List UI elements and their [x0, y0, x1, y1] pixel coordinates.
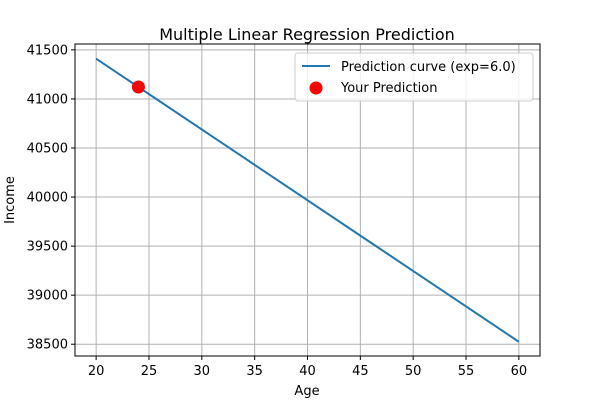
plot-area [95, 57, 520, 343]
prediction-point [131, 80, 145, 94]
y-axis-label: Income [3, 176, 18, 224]
x-tick-label: 20 [88, 364, 105, 379]
x-axis-label: Age [294, 384, 319, 399]
y-tick-label: 40000 [27, 191, 68, 206]
y-tick-label: 39000 [27, 289, 68, 304]
x-tick-label: 35 [246, 364, 263, 379]
legend-swatch-your-prediction [309, 81, 323, 95]
y-tick-label: 41000 [27, 92, 68, 107]
legend-box [294, 52, 534, 102]
y-tick-label: 40500 [27, 142, 68, 157]
x-tick-label: 25 [141, 364, 158, 379]
x-tick-label: 30 [194, 364, 211, 379]
x-axis: 20 25 30 35 40 45 50 55 60 [88, 356, 527, 379]
legend-label-prediction-curve: Prediction curve (exp=6.0) [341, 60, 516, 75]
x-tick-label: 45 [352, 364, 369, 379]
x-tick-label: 50 [405, 364, 422, 379]
y-tick-label: 38500 [27, 338, 68, 353]
x-tick-label: 60 [511, 364, 528, 379]
y-tick-label: 39500 [27, 240, 68, 255]
y-axis: 38500 39000 39500 40000 40500 41000 41500 [27, 43, 75, 353]
x-tick-label: 40 [299, 364, 316, 379]
legend: Prediction curve (exp=6.0) Your Predicti… [294, 52, 534, 102]
chart-title: Multiple Linear Regression Prediction [159, 25, 455, 44]
legend-label-your-prediction: Your Prediction [340, 81, 437, 96]
x-tick-label: 55 [458, 364, 475, 379]
y-tick-label: 41500 [27, 43, 68, 58]
prediction-curve-line [95, 57, 520, 343]
